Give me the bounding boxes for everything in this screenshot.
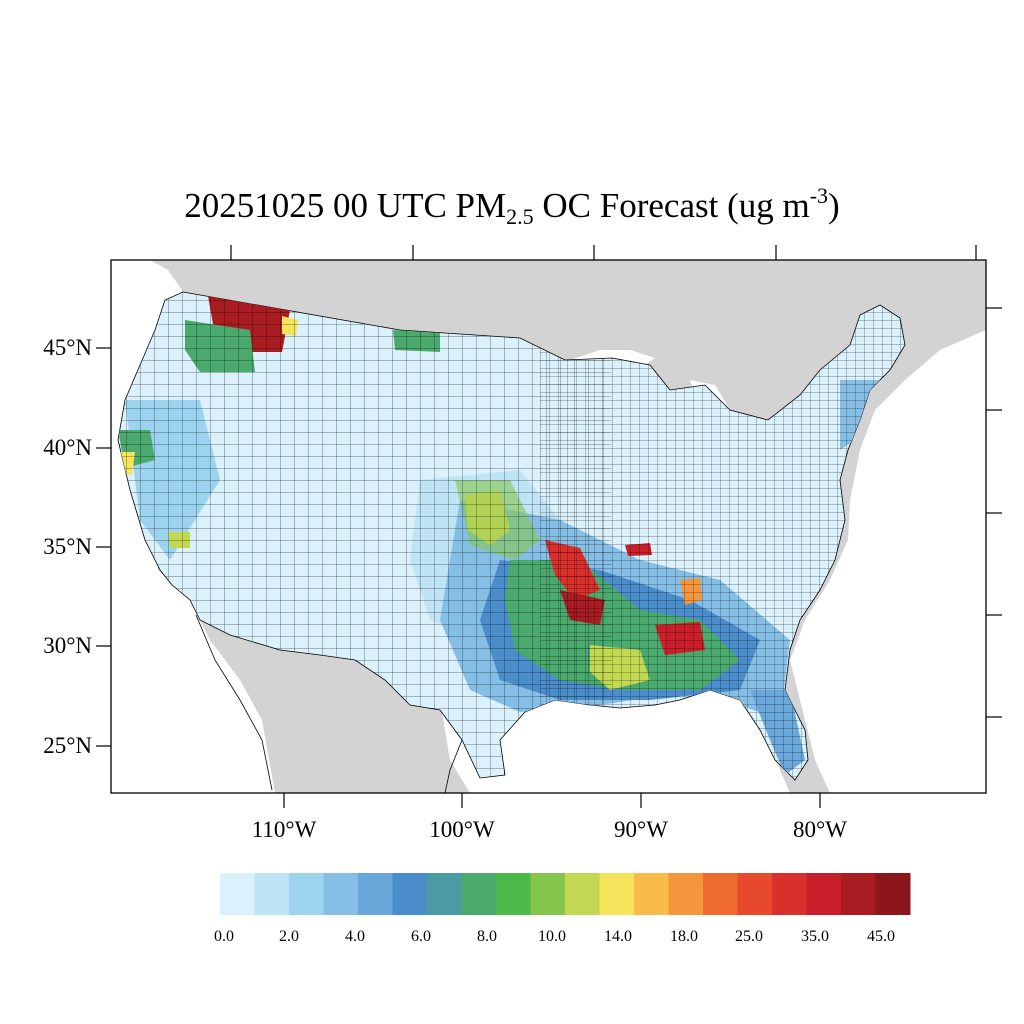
colorbar-label: 14.0 — [604, 928, 632, 945]
colorbar-swatch — [254, 873, 290, 915]
colorbar-swatch — [703, 873, 738, 915]
colorbar-label: 2.0 — [279, 928, 299, 945]
colorbar-swatch — [496, 873, 531, 915]
lon-label: 90°W — [614, 817, 668, 842]
colorbar-swatch — [772, 873, 807, 915]
colorbar-label: 8.0 — [477, 928, 497, 945]
colorbar-swatch — [737, 873, 773, 915]
colorbar-label: 0.0 — [214, 928, 234, 945]
colorbar-swatch — [668, 873, 704, 915]
colorbar-swatch — [599, 873, 635, 915]
title-middle: OC Forecast (ug m — [533, 186, 810, 225]
lon-label: 110°W — [251, 817, 317, 842]
colorbar-label: 25.0 — [735, 928, 763, 945]
colorbar-swatch — [323, 873, 359, 915]
lon-label: 100°W — [429, 817, 495, 842]
colorbar-swatch — [806, 873, 842, 915]
colorbar-swatch — [289, 873, 324, 915]
coastline-accents — [195, 614, 463, 793]
title-subscript: 2.5 — [506, 204, 534, 229]
map-title: 20251025 00 UTC PM2.5 OC Forecast (ug m-… — [0, 183, 1024, 230]
colorbar-label: 45.0 — [867, 928, 895, 945]
colorbar-swatch — [634, 873, 669, 915]
colorbar-swatch — [565, 873, 600, 915]
colorbar-swatch — [530, 873, 566, 915]
colorbar-swatch — [427, 873, 462, 915]
title-suffix: ) — [828, 186, 840, 225]
colorbar-label: 18.0 — [670, 928, 698, 945]
colorbar-swatch — [875, 873, 911, 915]
colorbar-swatch — [841, 873, 876, 915]
colorbar — [220, 873, 911, 915]
colorbar-label: 6.0 — [411, 928, 431, 945]
colorbar-swatch — [358, 873, 393, 915]
lat-label: 25°N — [43, 733, 92, 758]
colorbar-label: 35.0 — [801, 928, 829, 945]
colorbar-swatch — [461, 873, 497, 915]
title-prefix: 20251025 00 UTC PM — [184, 186, 507, 225]
atlantic-ocean — [790, 330, 986, 793]
lat-label: 30°N — [43, 633, 92, 658]
colorbar-swatch — [392, 873, 428, 915]
colorbar-swatch — [220, 873, 255, 915]
baja-coast — [195, 614, 273, 791]
lat-label: 40°N — [43, 435, 92, 460]
tick-marks — [96, 245, 1002, 808]
lat-label: 35°N — [43, 534, 92, 559]
plot-frame — [110, 259, 987, 794]
lat-label: 45°N — [43, 335, 92, 360]
title-superscript: -3 — [809, 183, 829, 208]
colorbar-label: 10.0 — [538, 928, 566, 945]
pacific-ocean — [111, 260, 275, 793]
colorbar-label: 4.0 — [345, 928, 365, 945]
mexico-gulf-coast — [444, 739, 463, 793]
lon-label: 80°W — [793, 817, 847, 842]
